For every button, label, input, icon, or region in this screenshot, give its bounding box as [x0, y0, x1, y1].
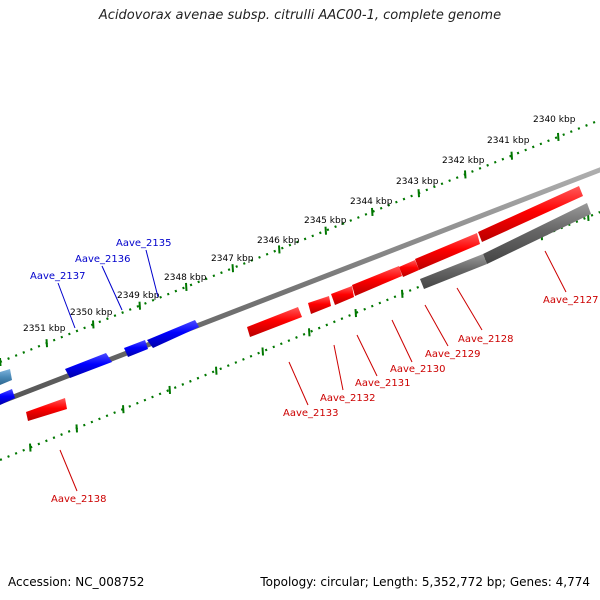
gene-label-aave-2136[interactable]: Aave_2136 — [75, 254, 131, 265]
leader-line-aave-2136 — [101, 265, 123, 311]
scale-major-tick — [215, 366, 218, 375]
leader-line-aave-2130 — [391, 319, 413, 363]
scale-track-inner — [0, 210, 600, 462]
gene-arrow-aave-2128[interactable] — [415, 233, 480, 270]
gene-label-aave-2127[interactable]: Aave_2127 — [543, 295, 599, 306]
gene-label-aave-2133[interactable]: Aave_2133 — [283, 408, 339, 419]
gene-arrow-aave-2129[interactable] — [399, 260, 419, 277]
scale-major-tick — [308, 328, 311, 337]
gene-label-aave-2131[interactable]: Aave_2131 — [355, 378, 411, 389]
gene-label-aave-2130[interactable]: Aave_2130 — [390, 364, 446, 375]
leader-line-aave-2137 — [57, 282, 76, 329]
scale-label: 2351 kbp — [23, 324, 66, 334]
scale-major-tick — [417, 189, 420, 198]
gene-label-aave-2137[interactable]: Aave_2137 — [30, 271, 86, 282]
gene-arrow-aave-2127[interactable] — [478, 186, 583, 242]
gene-arrow-partial-left[interactable] — [0, 369, 12, 385]
scale-major-tick — [138, 301, 141, 310]
scale-major-tick — [75, 424, 78, 433]
scale-major-tick — [401, 289, 404, 298]
gene-arrow-aave-2131[interactable] — [331, 286, 354, 305]
pseudogene-arrow-left[interactable] — [420, 254, 487, 289]
gene-label-aave-2132[interactable]: Aave_2132 — [320, 393, 376, 404]
scale-major-tick — [261, 347, 264, 356]
gene-label-aave-2128[interactable]: Aave_2128 — [458, 334, 514, 345]
gene-arrow-aave-2132[interactable] — [308, 296, 331, 314]
scale-track-outer — [0, 118, 600, 364]
scale-major-tick — [354, 308, 357, 318]
scale-major-tick — [92, 320, 95, 329]
scale-major-tick — [29, 443, 32, 452]
scale-major-tick — [464, 170, 467, 179]
gene-arrow-aave-2135[interactable] — [147, 320, 199, 348]
scale-major-tick — [185, 282, 188, 292]
gene-label-aave-2129[interactable]: Aave_2129 — [425, 349, 481, 360]
scale-major-tick — [122, 405, 125, 414]
scale-major-tick — [510, 151, 513, 160]
leader-line-aave-2135 — [145, 249, 159, 298]
scale-major-ticks — [0, 132, 590, 452]
scale-label: 2341 kbp — [487, 136, 530, 146]
scale-major-tick — [45, 339, 48, 348]
leader-line-aave-2131 — [356, 334, 378, 377]
scale-major-tick — [168, 385, 171, 395]
scale-label: 2345 kbp — [304, 216, 347, 226]
gene-arrow-aave-2133[interactable] — [247, 307, 302, 337]
leader-line-aave-2138 — [59, 449, 78, 492]
gene-arrow-aave-2138[interactable] — [26, 398, 67, 421]
accession-text: Accession: NC_008752 — [8, 575, 145, 589]
scale-label: 2349 kbp — [117, 291, 160, 301]
gene-arrow-aave-2137[interactable] — [65, 353, 112, 378]
scale-major-tick — [231, 264, 234, 273]
genome-title: Acidovorax avenae subsp. citrulli AAC00-… — [98, 8, 502, 23]
leader-line-aave-2127 — [544, 250, 567, 293]
gene-arrow-aave-2130[interactable] — [352, 266, 402, 296]
scale-label: 2347 kbp — [211, 254, 254, 264]
scale-label: 2340 kbp — [533, 115, 576, 125]
leader-line-aave-2133 — [288, 361, 309, 406]
gene-arrow-aave-2136[interactable] — [124, 340, 148, 357]
scale-label: 2348 kbp — [164, 273, 207, 283]
scale-major-tick — [557, 132, 560, 142]
scale-label: 2343 kbp — [396, 177, 439, 187]
scale-major-tick — [278, 245, 281, 254]
leader-line-aave-2132 — [333, 344, 344, 391]
gene-label-aave-2135[interactable]: Aave_2135 — [116, 238, 172, 249]
pseudogene-arrow-right[interactable] — [483, 203, 591, 264]
topology-text: Topology: circular; Length: 5,352,772 bp… — [260, 575, 590, 589]
scale-major-tick — [324, 226, 327, 235]
leader-line-aave-2129 — [424, 304, 449, 347]
gene-label-aave-2138[interactable]: Aave_2138 — [51, 494, 107, 505]
scale-major-tick — [371, 207, 374, 217]
scale-label: 2346 kbp — [257, 236, 300, 246]
scale-label: 2342 kbp — [442, 156, 485, 166]
leader-line-aave-2128 — [456, 287, 483, 331]
scale-label: 2350 kbp — [70, 308, 113, 318]
scale-major-tick — [0, 357, 2, 367]
scale-label: 2344 kbp — [350, 197, 393, 207]
gene-arrow-minus-left[interactable] — [0, 389, 15, 405]
